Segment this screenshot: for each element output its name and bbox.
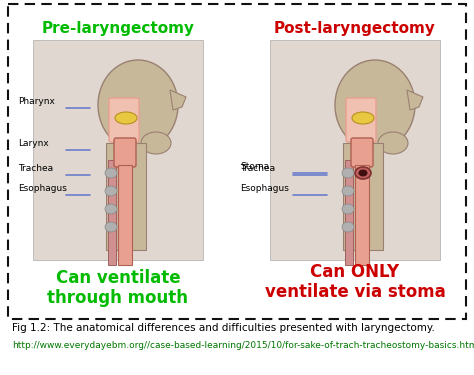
Ellipse shape [378,132,408,154]
Text: Can ONLY: Can ONLY [310,263,400,281]
Text: Post-laryngectomy: Post-laryngectomy [274,21,436,36]
Ellipse shape [342,186,354,196]
Bar [270,40,440,260]
FancyBboxPatch shape [351,138,373,167]
Ellipse shape [342,204,354,214]
Ellipse shape [105,186,117,196]
Ellipse shape [358,170,367,177]
Bar [343,143,383,250]
Text: Esophagus: Esophagus [240,184,289,193]
Ellipse shape [342,168,354,178]
Text: Can ventilate: Can ventilate [55,269,180,287]
Ellipse shape [115,112,137,124]
Ellipse shape [141,132,171,154]
Ellipse shape [355,167,371,179]
Text: Esophagus: Esophagus [18,184,67,193]
Polygon shape [407,90,423,110]
Text: Stoma: Stoma [240,162,269,171]
Ellipse shape [342,222,354,232]
Text: Trachea: Trachea [18,164,53,173]
Bar [118,165,132,265]
Text: ventilate via stoma: ventilate via stoma [264,283,446,301]
Text: Fig 1.2: The anatomical differences and difficulties presented with laryngectomy: Fig 1.2: The anatomical differences and … [12,323,435,333]
Bar [33,40,203,260]
Text: Pre-laryngectomy: Pre-laryngectomy [42,21,194,36]
Ellipse shape [98,60,178,150]
Polygon shape [170,90,186,110]
Ellipse shape [105,168,117,178]
Text: http://www.everydayebm.org//case-based-learning/2015/10/for-sake-of-trach-trache: http://www.everydayebm.org//case-based-l… [12,342,474,351]
FancyBboxPatch shape [109,98,139,142]
Text: Trachea: Trachea [240,164,275,173]
Ellipse shape [105,204,117,214]
FancyBboxPatch shape [346,98,376,142]
FancyBboxPatch shape [114,138,136,167]
Text: Larynx: Larynx [18,139,49,148]
Bar [345,160,353,265]
Ellipse shape [352,112,374,124]
Bar [355,165,369,265]
Ellipse shape [105,222,117,232]
Bar [108,160,116,265]
Bar [8,4,466,319]
Text: Pharynx: Pharynx [18,97,55,106]
Ellipse shape [335,60,415,150]
Bar [106,143,146,250]
Text: through mouth: through mouth [47,289,189,307]
